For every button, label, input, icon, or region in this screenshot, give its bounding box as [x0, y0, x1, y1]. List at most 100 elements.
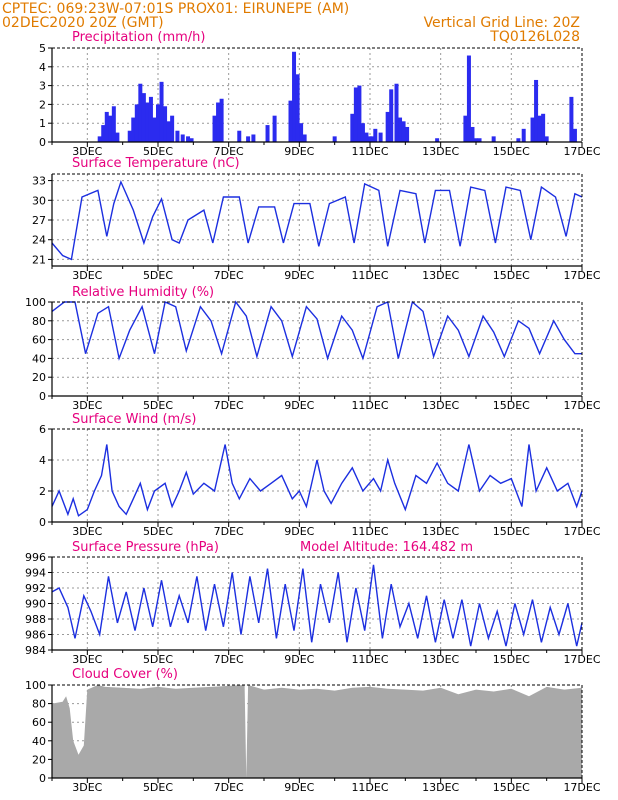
- precip-bar: [389, 89, 394, 142]
- precip-bar: [152, 117, 157, 142]
- precip-bar: [405, 126, 410, 142]
- precip-bar: [332, 136, 337, 142]
- precip-bar: [134, 104, 139, 142]
- x-tick-label: 13DEC: [422, 269, 459, 282]
- y-tick-label: 0: [39, 772, 46, 785]
- precip-bar: [521, 128, 526, 142]
- temperature-title: Surface Temperature (nC): [72, 156, 240, 171]
- y-tick-label: 2: [39, 485, 46, 498]
- x-tick-label: 7DEC: [214, 269, 244, 282]
- y-tick-label: 21: [32, 253, 46, 266]
- y-tick-label: 20: [32, 753, 46, 766]
- y-tick-label: 992: [25, 582, 46, 595]
- precip-bar: [175, 130, 180, 142]
- x-tick-label: 15DEC: [493, 525, 530, 538]
- precip-bar: [219, 98, 224, 142]
- grid-line-note: Vertical Grid Line: 20Z: [424, 15, 580, 31]
- x-tick-label: 5DEC: [143, 269, 173, 282]
- precip-bar: [401, 121, 406, 142]
- y-tick-label: 994: [25, 567, 46, 580]
- x-tick-label: 9DEC: [284, 781, 314, 794]
- y-tick-label: 0: [39, 516, 46, 529]
- precip-bar: [572, 128, 577, 142]
- x-tick-label: 15DEC: [493, 145, 530, 158]
- precip-bar: [435, 138, 440, 142]
- precipitation-title: Precipitation (mm/h): [72, 30, 205, 45]
- x-tick-label: 9DEC: [284, 399, 314, 412]
- precip-bar: [477, 138, 482, 142]
- y-tick-label: 1: [39, 117, 46, 130]
- y-tick-label: 0: [39, 390, 46, 403]
- precip-bar: [212, 115, 217, 142]
- x-tick-label: 7DEC: [214, 653, 244, 666]
- y-tick-label: 0: [39, 136, 46, 149]
- x-tick-label: 7DEC: [214, 525, 244, 538]
- wind-panel: Surface Wind (m/s) 0 2 4 6 3DEC 5DEC 7DEC 9DEC 1…: [39, 412, 601, 538]
- x-tick-label: 3DEC: [72, 269, 102, 282]
- y-tick-label: 60: [32, 716, 46, 729]
- precip-bar: [541, 113, 546, 142]
- x-tick-label: 7DEC: [214, 781, 244, 794]
- model-altitude: Model Altitude: 164.482 m: [300, 540, 473, 555]
- precip-bar: [180, 134, 185, 142]
- y-tick-label: 20: [32, 371, 46, 384]
- y-tick-label: 40: [32, 352, 46, 365]
- precip-bar: [251, 134, 256, 142]
- x-tick-label: 13DEC: [422, 145, 459, 158]
- x-tick-label: 5DEC: [143, 145, 173, 158]
- x-tick-label: 15DEC: [493, 653, 530, 666]
- precip-bar: [295, 74, 300, 142]
- precip-bar: [369, 136, 374, 142]
- y-tick-label: 100: [25, 679, 46, 692]
- precip-bar: [373, 128, 378, 142]
- precip-bar: [491, 136, 496, 142]
- x-tick-label: 9DEC: [284, 145, 314, 158]
- precip-bar: [156, 104, 160, 142]
- precip-bar: [148, 96, 153, 142]
- y-tick-label: 5: [39, 42, 46, 55]
- y-tick-label: 988: [25, 613, 46, 626]
- precip-bar: [108, 115, 113, 142]
- precip-bar: [127, 130, 132, 142]
- precip-bar: [216, 102, 221, 142]
- precip-bar: [272, 115, 277, 142]
- x-tick-label: 17DEC: [563, 653, 600, 666]
- precip-bar: [299, 123, 304, 142]
- x-tick-label: 3DEC: [72, 781, 102, 794]
- x-tick-label: 11DEC: [351, 145, 388, 158]
- humidity-panel: Relative Humidity (%) 0 20 40 60 80 100 3DEC 5D…: [25, 285, 601, 412]
- precip-bar: [516, 138, 521, 142]
- precip-bar: [170, 115, 175, 142]
- x-tick-label: 9DEC: [284, 525, 314, 538]
- x-tick-label: 5DEC: [143, 781, 173, 794]
- x-tick-label: 17DEC: [563, 269, 600, 282]
- y-tick-label: 6: [39, 423, 46, 436]
- precip-bar: [145, 102, 150, 142]
- x-tick-label: 17DEC: [563, 781, 600, 794]
- precipitation-panel: Precipitation (mm/h) 0 1 2 3 4 5 3DEC 5DEC 7DEC 9…: [39, 30, 601, 158]
- x-tick-label: 5DEC: [143, 399, 173, 412]
- x-tick-label: 3DEC: [72, 525, 102, 538]
- y-tick-label: 4: [39, 454, 46, 467]
- x-tick-label: 13DEC: [422, 781, 459, 794]
- precip-bar: [544, 136, 549, 142]
- precip-bar: [463, 115, 468, 142]
- precip-bar: [265, 125, 270, 142]
- x-tick-label: 17DEC: [563, 145, 600, 158]
- precip-bar: [189, 138, 194, 142]
- y-tick-label: 984: [25, 644, 46, 657]
- y-tick-label: 27: [32, 214, 46, 227]
- precip-bar: [186, 136, 191, 142]
- y-tick-label: 3: [39, 80, 46, 93]
- pressure-line: [51, 564, 583, 647]
- precip-bar: [350, 113, 355, 142]
- precip-bar: [569, 96, 574, 142]
- precip-bar: [364, 132, 369, 142]
- y-tick-label: 80: [32, 698, 46, 711]
- model-id: TQ0126L028: [489, 29, 580, 45]
- pressure-panel: Surface Pressure (hPa) Model Altitude: 1…: [25, 540, 601, 666]
- y-tick-label: 2: [39, 98, 46, 111]
- y-tick-label: 990: [25, 598, 46, 611]
- x-tick-label: 3DEC: [72, 145, 102, 158]
